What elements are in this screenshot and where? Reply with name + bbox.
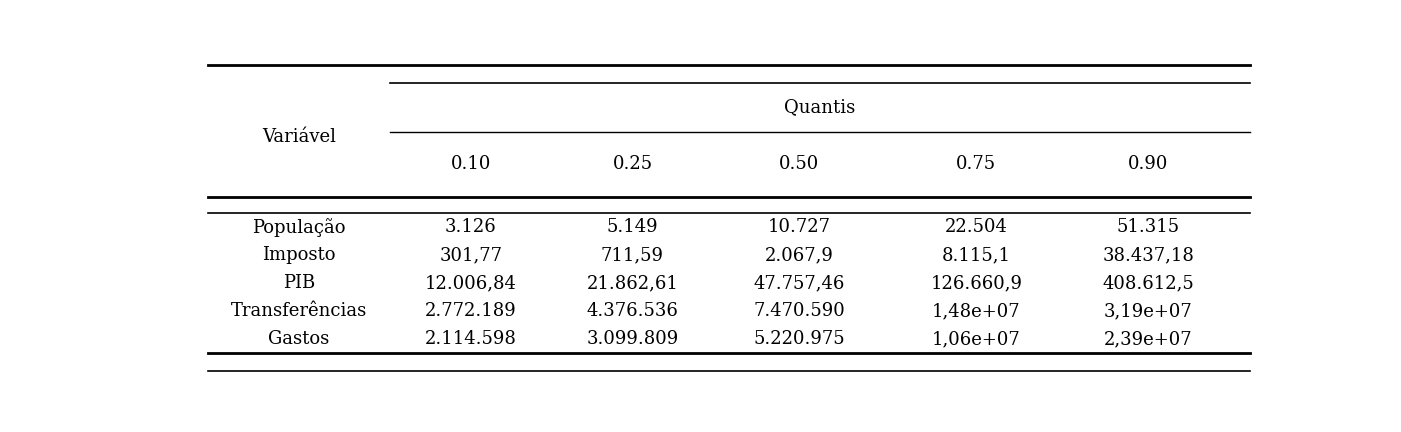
Text: 8.115,1: 8.115,1 bbox=[941, 246, 1012, 264]
Text: 1,48e+07: 1,48e+07 bbox=[932, 302, 1021, 320]
Text: 47.757,46: 47.757,46 bbox=[754, 274, 845, 292]
Text: 0.50: 0.50 bbox=[779, 155, 820, 173]
Text: 5.220.975: 5.220.975 bbox=[754, 330, 845, 348]
Text: 126.660,9: 126.660,9 bbox=[930, 274, 1023, 292]
Text: 3.099.809: 3.099.809 bbox=[587, 330, 678, 348]
Text: 12.006,84: 12.006,84 bbox=[425, 274, 517, 292]
Text: 1,06e+07: 1,06e+07 bbox=[932, 330, 1021, 348]
Text: 22.504: 22.504 bbox=[946, 218, 1007, 236]
Text: 51.315: 51.315 bbox=[1117, 218, 1180, 236]
Text: Quantis: Quantis bbox=[785, 98, 856, 117]
Text: 21.862,61: 21.862,61 bbox=[587, 274, 678, 292]
Text: 0.90: 0.90 bbox=[1128, 155, 1168, 173]
Text: 0.10: 0.10 bbox=[451, 155, 492, 173]
Text: Gastos: Gastos bbox=[268, 330, 329, 348]
Text: 711,59: 711,59 bbox=[601, 246, 664, 264]
Text: 408.612,5: 408.612,5 bbox=[1103, 274, 1194, 292]
Text: 2.114.598: 2.114.598 bbox=[425, 330, 517, 348]
Text: Imposto: Imposto bbox=[262, 246, 336, 264]
Text: 5.149: 5.149 bbox=[607, 218, 658, 236]
Text: 38.437,18: 38.437,18 bbox=[1103, 246, 1194, 264]
Text: 4.376.536: 4.376.536 bbox=[587, 302, 678, 320]
Text: PIB: PIB bbox=[283, 274, 315, 292]
Text: Transferências: Transferências bbox=[231, 302, 367, 320]
Text: 3,19e+07: 3,19e+07 bbox=[1104, 302, 1192, 320]
Text: 2,39e+07: 2,39e+07 bbox=[1104, 330, 1192, 348]
Text: 301,77: 301,77 bbox=[440, 246, 503, 264]
Text: 2.772.189: 2.772.189 bbox=[425, 302, 517, 320]
Text: População: População bbox=[252, 218, 346, 237]
Text: 3.126: 3.126 bbox=[446, 218, 497, 236]
Text: 2.067,9: 2.067,9 bbox=[765, 246, 834, 264]
Text: 0.25: 0.25 bbox=[612, 155, 653, 173]
Text: 7.470.590: 7.470.590 bbox=[754, 302, 845, 320]
Text: Variável: Variável bbox=[262, 128, 336, 146]
Text: 0.75: 0.75 bbox=[957, 155, 996, 173]
Text: 10.727: 10.727 bbox=[768, 218, 831, 236]
